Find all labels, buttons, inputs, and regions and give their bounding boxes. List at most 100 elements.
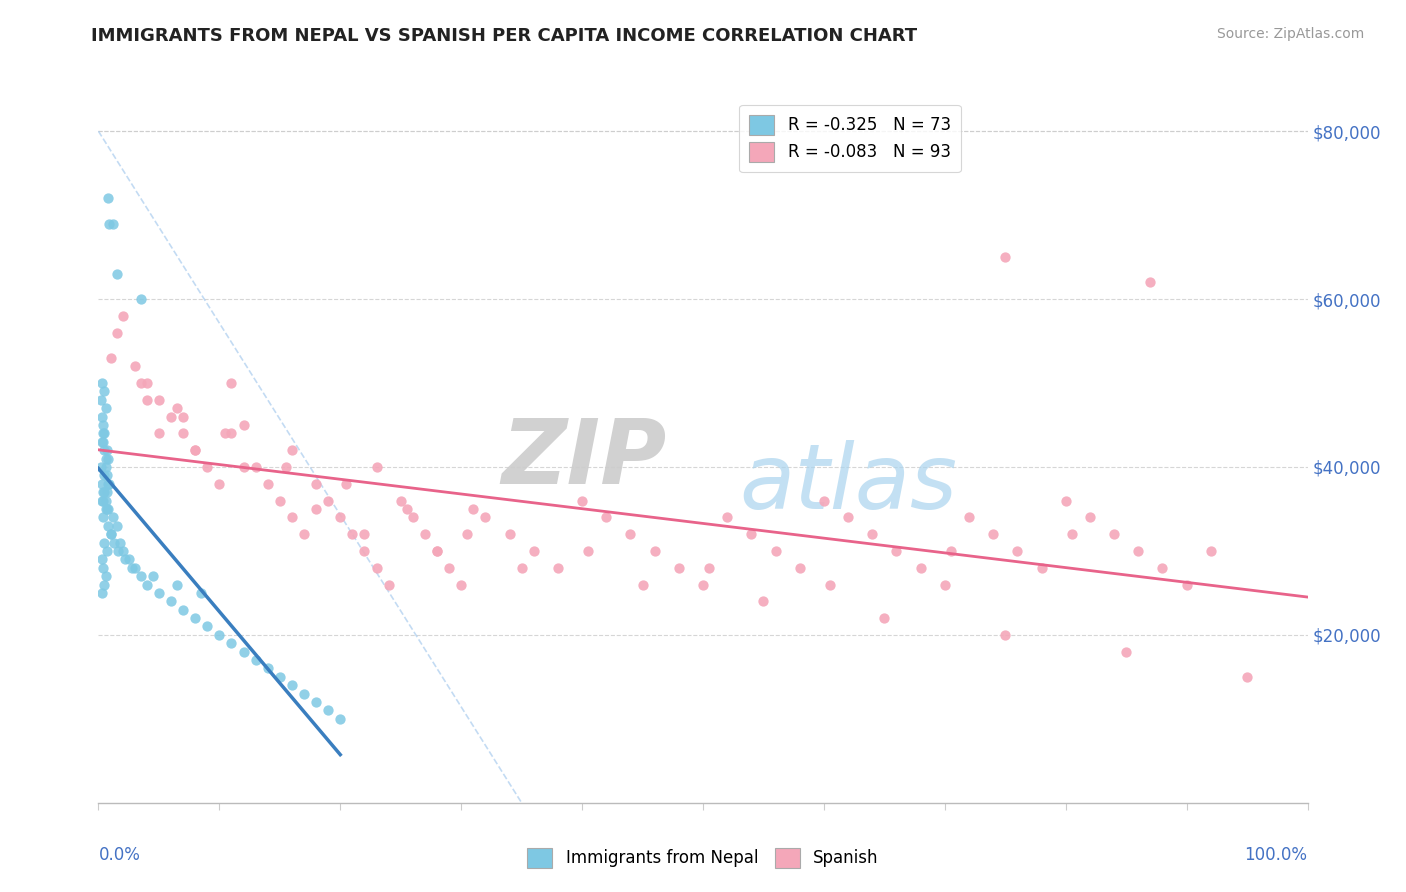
- Point: [450, 577, 472, 591]
- Point: [342, 527, 364, 541]
- Point: [305, 476, 328, 491]
- Point: [668, 560, 690, 574]
- Point: [523, 544, 546, 558]
- Point: [221, 426, 243, 441]
- Point: [160, 409, 183, 424]
- Point: [172, 426, 194, 441]
- Point: [93, 577, 115, 591]
- Point: [124, 560, 146, 574]
- Point: [245, 460, 267, 475]
- Point: [142, 569, 165, 583]
- Point: [160, 594, 183, 608]
- Point: [437, 560, 460, 574]
- Point: [166, 401, 188, 416]
- Point: [172, 603, 194, 617]
- Point: [402, 510, 425, 524]
- Point: [860, 527, 883, 541]
- Point: [195, 619, 218, 633]
- Point: [456, 527, 478, 541]
- Point: [96, 502, 118, 516]
- Point: [1007, 544, 1029, 558]
- Point: [105, 326, 128, 340]
- Point: [91, 417, 114, 432]
- Point: [100, 527, 122, 541]
- Point: [97, 451, 120, 466]
- Point: [94, 569, 117, 583]
- Point: [316, 493, 339, 508]
- Point: [1102, 527, 1125, 541]
- Point: [135, 392, 157, 407]
- Point: [105, 518, 128, 533]
- Point: [644, 544, 666, 558]
- Point: [148, 586, 170, 600]
- Point: [292, 527, 315, 541]
- Point: [190, 586, 212, 600]
- Point: [97, 502, 120, 516]
- Point: [105, 267, 128, 281]
- Point: [90, 392, 112, 407]
- Point: [91, 426, 114, 441]
- Point: [1078, 510, 1101, 524]
- Point: [576, 544, 599, 558]
- Point: [108, 535, 131, 549]
- Point: [93, 384, 115, 399]
- Point: [353, 527, 375, 541]
- Point: [184, 443, 207, 458]
- Point: [366, 460, 388, 475]
- Point: [305, 695, 328, 709]
- Point: [90, 460, 112, 475]
- Point: [752, 594, 775, 608]
- Point: [96, 485, 118, 500]
- Point: [97, 191, 120, 205]
- Point: [547, 560, 569, 574]
- Point: [232, 417, 254, 432]
- Point: [94, 493, 117, 508]
- Point: [366, 560, 388, 574]
- Point: [329, 712, 352, 726]
- Point: [148, 392, 170, 407]
- Point: [837, 510, 859, 524]
- Point: [129, 376, 152, 390]
- Point: [619, 527, 641, 541]
- Point: [93, 485, 115, 500]
- Point: [595, 510, 617, 524]
- Point: [97, 518, 120, 533]
- Point: [957, 510, 980, 524]
- Point: [994, 250, 1017, 264]
- Point: [135, 376, 157, 390]
- Point: [1199, 544, 1222, 558]
- Point: [981, 527, 1004, 541]
- Point: [1152, 560, 1174, 574]
- Point: [377, 577, 399, 591]
- Point: [1139, 275, 1161, 289]
- Point: [256, 661, 278, 675]
- Point: [93, 443, 115, 458]
- Point: [107, 544, 129, 558]
- Point: [91, 493, 114, 508]
- Point: [274, 460, 297, 475]
- Point: [91, 552, 114, 566]
- Point: [118, 552, 141, 566]
- Point: [910, 560, 932, 574]
- Point: [94, 460, 117, 475]
- Point: [100, 351, 122, 365]
- Point: [1128, 544, 1150, 558]
- Point: [101, 510, 124, 524]
- Point: [395, 502, 418, 516]
- Point: [91, 560, 114, 574]
- Point: [316, 703, 339, 717]
- Point: [232, 645, 254, 659]
- Point: [148, 426, 170, 441]
- Point: [91, 434, 114, 449]
- Point: [232, 460, 254, 475]
- Point: [463, 502, 485, 516]
- Point: [329, 510, 352, 524]
- Point: [184, 443, 207, 458]
- Point: [1236, 670, 1258, 684]
- Point: [256, 476, 278, 491]
- Point: [740, 527, 762, 541]
- Point: [269, 493, 291, 508]
- Point: [91, 510, 114, 524]
- Point: [873, 611, 896, 625]
- Point: [426, 544, 449, 558]
